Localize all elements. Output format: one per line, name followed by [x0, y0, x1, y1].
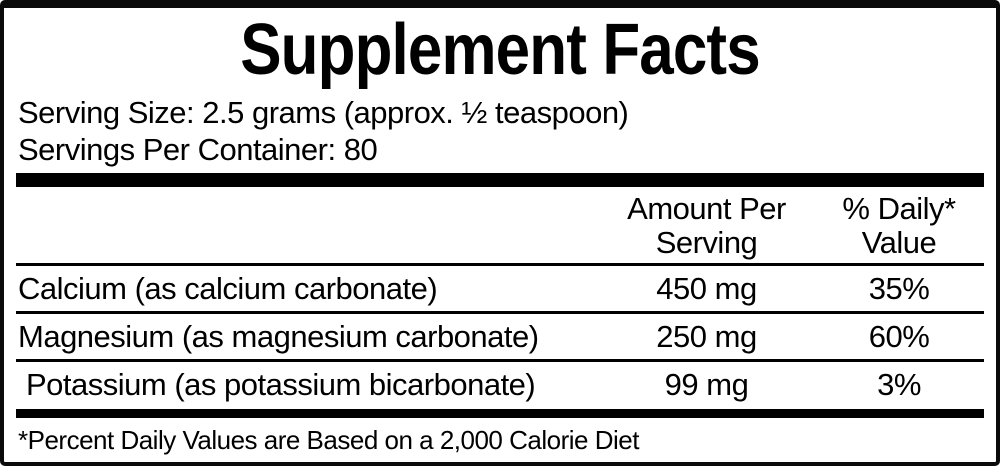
facts-header-row: Amount Per Serving % Daily* Value: [16, 187, 984, 263]
row-rule: [16, 311, 984, 314]
column-header-dv-line1: % Daily*: [842, 191, 956, 226]
column-header-amount-line2: Serving: [655, 225, 758, 260]
column-header-dv-line2: Value: [861, 225, 937, 260]
table-row-calcium: Calcium (as calcium carbonate) 450 mg 35…: [16, 266, 984, 311]
nutrient-daily-value: 3%: [877, 366, 921, 402]
nutrient-name: Calcium (as calcium carbonate): [18, 270, 438, 306]
nutrient-amount: 250 mg: [656, 318, 757, 354]
nutrient-amount: 99 mg: [664, 366, 749, 402]
nutrient-name: Magnesium (as magnesium carbonate): [18, 318, 539, 354]
thick-separator-top: [16, 173, 984, 187]
header-rule: [16, 263, 984, 266]
thick-separator-bottom: [16, 409, 984, 418]
serving-info: Serving Size: 2.5 grams (approx. ½ teasp…: [16, 94, 984, 168]
servings-per-container-line: Servings Per Container: 80: [18, 132, 378, 167]
table-row-magnesium: Magnesium (as magnesium carbonate) 250 m…: [16, 314, 984, 359]
table-row-potassium: Potassium (as potassium bicarbonate) 99 …: [16, 362, 984, 407]
serving-size-line: Serving Size: 2.5 grams (approx. ½ teasp…: [18, 95, 629, 130]
row-rule: [16, 359, 984, 362]
column-header-amount: Amount Per Serving: [599, 192, 814, 260]
label-title: Supplement Facts: [240, 10, 760, 90]
nutrient-amount: 450 mg: [656, 270, 757, 306]
nutrient-name: Potassium (as potassium bicarbonate): [26, 366, 536, 402]
column-header-daily-value: % Daily* Value: [814, 192, 984, 260]
nutrient-daily-value: 35%: [868, 270, 930, 306]
nutrient-daily-value: 60%: [868, 318, 930, 354]
column-header-amount-line1: Amount Per: [627, 191, 786, 226]
daily-value-footnote: *Percent Daily Values are Based on a 2,0…: [18, 425, 639, 455]
